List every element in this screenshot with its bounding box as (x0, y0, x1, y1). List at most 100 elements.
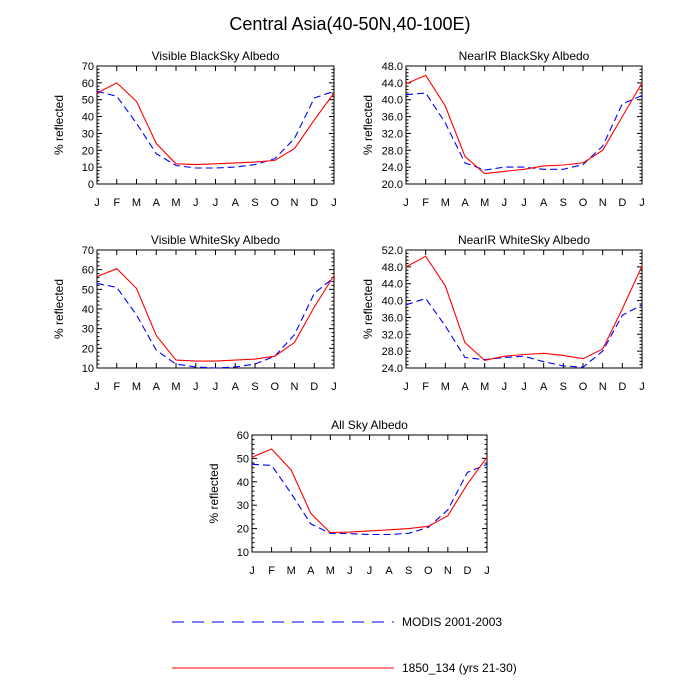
series-line-modis (251, 463, 488, 536)
y-tick-label: 20 (237, 524, 249, 536)
x-tick-label: J (521, 381, 527, 393)
legend: MODIS 2001-2003 1850_134 (yrs 21-30) (172, 615, 517, 675)
chart-panel-2: NearIR BlackSky Albedo % reflected 20.0 24.… (361, 49, 645, 209)
x-tick-label: S (560, 381, 567, 393)
y-tick-label: 10 (82, 162, 94, 174)
chart-panel-4: NearIR WhiteSky Albedo % reflected 24.0 28.… (361, 233, 645, 393)
x-tick-label: D (310, 197, 318, 209)
y-tick-label: 40 (82, 304, 94, 316)
y-tick-label: 20.0 (382, 179, 403, 191)
panel-title: Visible BlackSky Albedo (152, 49, 280, 63)
x-tick-label: J (639, 197, 645, 209)
y-tick-label: 24.0 (382, 162, 403, 174)
x-tick-label: A (153, 197, 161, 209)
x-tick-label: J (502, 197, 508, 209)
y-tick-label: 32.0 (382, 128, 403, 140)
x-tick-label: O (579, 381, 588, 393)
x-tick-label: D (463, 565, 471, 577)
plot-frame (405, 65, 643, 185)
x-tick-label: F (268, 565, 275, 577)
y-tick-label: 44.0 (382, 78, 403, 90)
y-tick-label: 70 (82, 245, 94, 257)
x-tick-label: A (461, 381, 469, 393)
x-tick-label: A (540, 381, 548, 393)
x-tick-label: F (113, 381, 120, 393)
x-tick-label: M (441, 197, 450, 209)
y-tick-label: 50 (82, 95, 94, 107)
y-axis-label: % reflected (207, 463, 221, 523)
y-tick-label: 0 (88, 179, 94, 191)
plot-frame (405, 249, 643, 369)
y-tick-label: 40.0 (382, 296, 403, 308)
y-tick-label: 20 (82, 343, 94, 355)
x-tick-label: D (618, 197, 626, 209)
x-tick-label: M (132, 197, 141, 209)
x-tick-label: M (326, 565, 335, 577)
y-tick-label: 50 (82, 284, 94, 296)
x-tick-label: J (213, 197, 219, 209)
x-tick-label: J (193, 197, 199, 209)
series-line-modis (405, 92, 643, 171)
x-tick-label: J (367, 565, 373, 577)
y-tick-label: 20 (82, 145, 94, 157)
x-tick-label: A (232, 197, 240, 209)
x-tick-label: A (461, 197, 469, 209)
x-tick-label: M (132, 381, 141, 393)
y-tick-label: 28.0 (382, 346, 403, 358)
x-tick-label: J (347, 565, 353, 577)
y-tick-label: 50 (237, 453, 249, 465)
y-tick-label: 30 (82, 128, 94, 140)
panel-title: All Sky Albedo (331, 418, 408, 432)
y-axis-label: % reflected (361, 279, 375, 339)
series-line-model (96, 268, 335, 362)
y-tick-label: 36.0 (382, 112, 403, 124)
y-tick-label: 36.0 (382, 312, 403, 324)
x-tick-label: N (291, 197, 299, 209)
x-tick-label: D (310, 381, 318, 393)
y-tick-label: 70 (82, 61, 94, 73)
y-tick-label: 60 (82, 78, 94, 90)
y-tick-label: 32.0 (382, 329, 403, 341)
x-tick-label: J (484, 565, 490, 577)
series-line-modis (96, 90, 335, 169)
series-line-model (96, 82, 335, 166)
x-tick-label: F (422, 197, 429, 209)
y-tick-label: 60 (82, 265, 94, 277)
x-tick-label: M (171, 197, 180, 209)
y-tick-label: 48.0 (382, 262, 403, 274)
y-tick-label: 30 (82, 324, 94, 336)
y-tick-label: 10 (237, 547, 249, 559)
x-tick-label: O (270, 197, 279, 209)
x-tick-label: O (579, 197, 588, 209)
legend-label-2: 1850_134 (yrs 21-30) (402, 661, 517, 675)
plot-frame (251, 434, 488, 553)
x-tick-label: J (331, 197, 337, 209)
x-tick-label: J (502, 381, 508, 393)
x-tick-label: A (307, 565, 315, 577)
x-tick-label: J (521, 197, 527, 209)
x-tick-label: J (403, 197, 409, 209)
x-tick-label: M (441, 381, 450, 393)
x-tick-label: J (403, 381, 409, 393)
x-tick-label: J (331, 381, 337, 393)
figure-title: Central Asia(40-50N,40-100E) (229, 14, 470, 34)
x-tick-label: A (540, 197, 548, 209)
x-tick-label: J (249, 565, 255, 577)
y-tick-label: 52.0 (382, 245, 403, 257)
x-tick-label: N (444, 565, 452, 577)
panels-group: Visible BlackSky Albedo % reflected 0 10 20 3… (52, 49, 645, 577)
x-tick-label: M (480, 197, 489, 209)
chart-panel-3: Visible WhiteSky Albedo % reflected 10 20 30… (52, 233, 337, 393)
panel-title: Visible WhiteSky Albedo (151, 233, 281, 247)
y-axis-label: % reflected (361, 95, 375, 155)
y-tick-label: 40.0 (382, 95, 403, 107)
x-tick-label: N (599, 197, 607, 209)
x-tick-label: J (94, 197, 100, 209)
legend-label-1: MODIS 2001-2003 (402, 615, 502, 629)
x-tick-label: J (193, 381, 199, 393)
x-tick-label: M (171, 381, 180, 393)
y-tick-label: 44.0 (382, 279, 403, 291)
